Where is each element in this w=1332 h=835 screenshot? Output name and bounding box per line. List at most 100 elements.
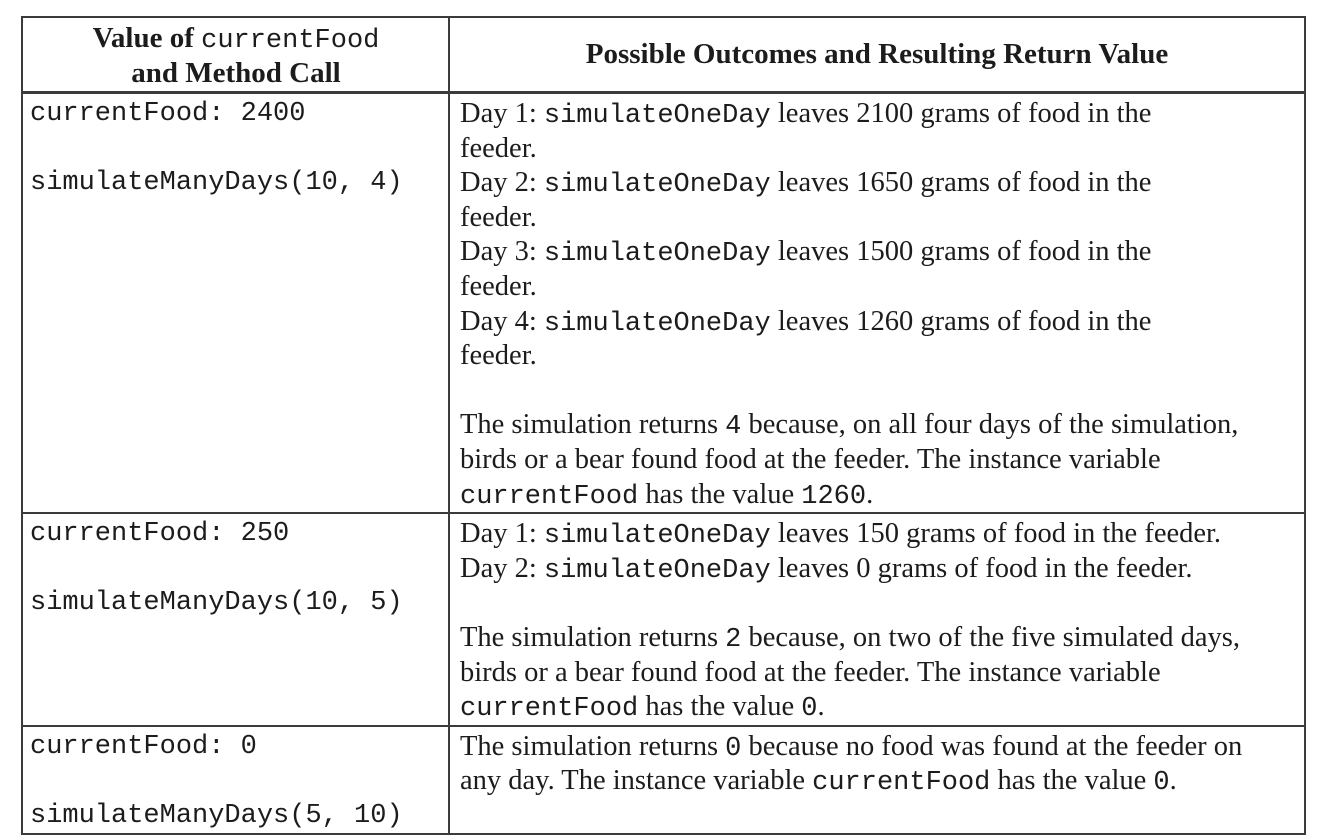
code-text: 4 bbox=[725, 412, 742, 443]
header-cell-method-call: Value of currentFood and Method Call bbox=[21, 16, 450, 94]
text-line bbox=[30, 764, 442, 799]
body-text: feeder. bbox=[460, 270, 537, 302]
cell-outcome-3-text: The simulation returns 0 because no food… bbox=[451, 728, 1303, 799]
text-line: Day 2: simulateOneDay leaves 0 grams of … bbox=[460, 552, 1298, 587]
cell-call-2-text: currentFood: 250 simulateManyDays(10, 5) bbox=[24, 515, 447, 621]
body-text: leaves 1260 grams of food in the bbox=[770, 305, 1152, 337]
code-text: currentFood bbox=[812, 768, 991, 799]
text-line bbox=[30, 132, 442, 167]
code-text: currentFood: 2400 bbox=[30, 99, 306, 129]
text-line bbox=[460, 374, 1298, 409]
text-line: Value of currentFood bbox=[30, 21, 442, 56]
text-line: simulateManyDays(10, 4) bbox=[30, 166, 442, 201]
body-text: Day 4: bbox=[460, 305, 544, 337]
text-line: Day 3: simulateOneDay leaves 1500 grams … bbox=[460, 235, 1298, 270]
cell-call-1-text: currentFood: 2400 simulateManyDays(10, 4) bbox=[24, 94, 447, 201]
code-text: 0 bbox=[1153, 768, 1170, 799]
body-text: has the value bbox=[990, 765, 1154, 797]
body-text: any day. The instance variable bbox=[460, 765, 813, 797]
code-text: 1260 bbox=[801, 481, 867, 512]
header-outcomes-text: Possible Outcomes and Resulting Return V… bbox=[585, 38, 1169, 70]
text-line: currentFood has the value 0. bbox=[460, 690, 1298, 725]
text-line: simulateManyDays(10, 5) bbox=[30, 586, 442, 621]
text-line: feeder. bbox=[460, 339, 1298, 374]
code-text: currentFood bbox=[460, 694, 639, 725]
body-text: leaves 150 grams of food in the feeder. bbox=[770, 518, 1222, 550]
body-text: feeder. bbox=[460, 340, 537, 372]
text-line: birds or a bear found food at the feeder… bbox=[460, 443, 1298, 478]
body-text: leaves 0 grams of food in the feeder. bbox=[770, 552, 1193, 584]
code-text: simulateOneDay bbox=[543, 521, 771, 552]
text-line: currentFood has the value 1260. bbox=[460, 478, 1298, 512]
body-text: and Method Call bbox=[131, 57, 341, 89]
body-text: leaves 2100 grams of food in the bbox=[770, 98, 1152, 129]
cell-outcome-2: Day 1: simulateOneDay leaves 150 grams o… bbox=[448, 512, 1306, 727]
body-text: Day 1: bbox=[460, 518, 544, 550]
code-text: simulateOneDay bbox=[543, 101, 771, 131]
header-cell-outcomes: Possible Outcomes and Resulting Return V… bbox=[448, 16, 1306, 94]
cell-call-3-text: currentFood: 0 simulateManyDays(5, 10) bbox=[24, 728, 447, 833]
header-row: Value of currentFood and Method Call Poss… bbox=[21, 16, 1306, 94]
cell-call-1: currentFood: 2400 simulateManyDays(10, 4) bbox=[21, 91, 450, 515]
body-text: has the value bbox=[638, 691, 802, 723]
body-text: because no food was found at the feeder … bbox=[741, 730, 1243, 762]
text-line: Day 1: simulateOneDay leaves 2100 grams … bbox=[460, 97, 1298, 132]
text-line: feeder. bbox=[460, 270, 1298, 305]
cell-outcome-1-text: Day 1: simulateOneDay leaves 2100 grams … bbox=[451, 94, 1303, 512]
code-text: simulateManyDays(10, 5) bbox=[30, 588, 403, 619]
body-text: The simulation returns bbox=[460, 730, 726, 762]
text-line: currentFood: 250 bbox=[30, 517, 442, 552]
body-text: The simulation returns bbox=[460, 621, 726, 653]
body-text: Day 2: bbox=[460, 552, 544, 584]
code-text: 0 bbox=[725, 733, 742, 764]
code-text: 2 bbox=[725, 624, 742, 655]
cell-outcome-3: The simulation returns 0 because no food… bbox=[448, 724, 1306, 835]
code-text: simulateManyDays(5, 10) bbox=[30, 800, 403, 831]
text-line: feeder. bbox=[460, 132, 1298, 167]
cell-call-3: currentFood: 0 simulateManyDays(5, 10) bbox=[21, 724, 450, 835]
text-line: The simulation returns 0 because no food… bbox=[460, 730, 1298, 765]
text-line: currentFood: 2400 bbox=[30, 97, 442, 132]
body-text: leaves 1500 grams of food in the bbox=[770, 236, 1152, 268]
code-text: currentFood bbox=[460, 481, 639, 512]
text-line: The simulation returns 2 because, on two… bbox=[460, 621, 1298, 656]
text-line: Day 1: simulateOneDay leaves 150 grams o… bbox=[460, 517, 1298, 552]
table-body: currentFood: 2400 simulateManyDays(10, 4)… bbox=[21, 91, 1306, 835]
body-text: because, on two of the five simulated da… bbox=[741, 621, 1240, 653]
body-text: because, on all four days of the simulat… bbox=[741, 409, 1239, 441]
code-text: currentFood: 250 bbox=[30, 519, 290, 550]
text-line: any day. The instance variable currentFo… bbox=[460, 764, 1298, 799]
body-text: . bbox=[817, 691, 825, 723]
body-text: birds or a bear found food at the feeder… bbox=[460, 656, 1161, 688]
text-line: feeder. bbox=[460, 201, 1298, 236]
code-text: simulateOneDay bbox=[543, 170, 771, 201]
text-line: currentFood: 0 bbox=[30, 730, 442, 765]
body-text: leaves 1650 grams of food in the bbox=[770, 167, 1152, 199]
code-text: simulateOneDay bbox=[543, 308, 771, 339]
text-line bbox=[30, 552, 442, 587]
code-text: simulateOneDay bbox=[543, 555, 771, 586]
text-line: The simulation returns 4 because, on all… bbox=[460, 408, 1298, 443]
text-line: simulateManyDays(5, 10) bbox=[30, 799, 442, 833]
code-text: 0 bbox=[801, 694, 818, 725]
body-text: feeder. bbox=[460, 132, 537, 164]
code-text: simulateManyDays(10, 4) bbox=[30, 168, 403, 199]
text-line: Day 4: simulateOneDay leaves 1260 grams … bbox=[460, 305, 1298, 340]
body-text: has the value bbox=[638, 478, 802, 510]
table-header: Value of currentFood and Method Call Poss… bbox=[21, 16, 1306, 94]
header-method-call-text: Value of currentFood and Method Call bbox=[24, 19, 447, 90]
text-line: birds or a bear found food at the feeder… bbox=[460, 656, 1298, 691]
body-text: . bbox=[1169, 765, 1177, 797]
text-line: and Method Call bbox=[30, 56, 442, 90]
table-row: currentFood: 0 simulateManyDays(5, 10) Th… bbox=[21, 724, 1306, 835]
body-text: Value of bbox=[92, 22, 202, 54]
cell-call-2: currentFood: 250 simulateManyDays(10, 5) bbox=[21, 512, 450, 727]
table-row: currentFood: 250 simulateManyDays(10, 5) … bbox=[21, 512, 1306, 727]
text-line bbox=[460, 586, 1298, 621]
body-text: The simulation returns bbox=[460, 409, 726, 441]
code-text: currentFood bbox=[201, 26, 380, 56]
text-line: Day 2: simulateOneDay leaves 1650 grams … bbox=[460, 166, 1298, 201]
body-text: Day 3: bbox=[460, 236, 544, 268]
body-text: birds or a bear found food at the feeder… bbox=[460, 443, 1161, 475]
code-text: currentFood: 0 bbox=[30, 731, 257, 762]
